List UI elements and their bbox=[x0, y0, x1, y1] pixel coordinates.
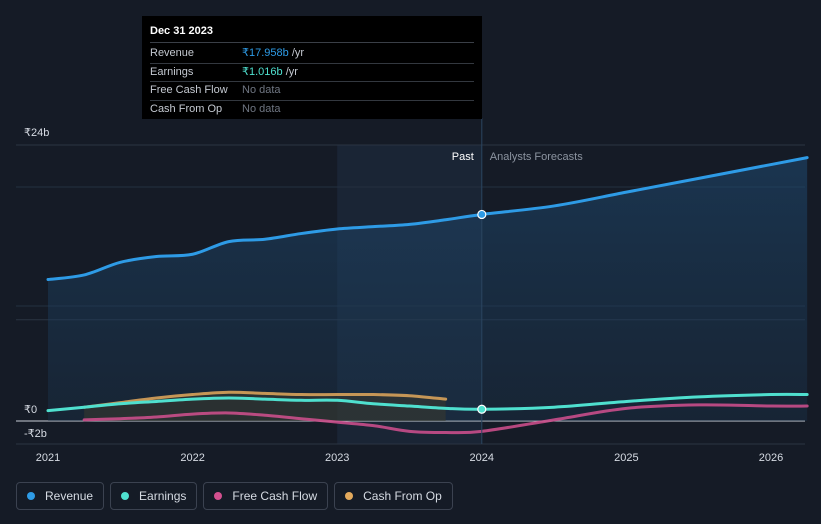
tooltip-label: Earnings bbox=[150, 65, 194, 78]
free-cash-flow-line bbox=[82, 403, 809, 435]
tooltip-date: Dec 31 2023 bbox=[150, 24, 474, 43]
legend-label: Free Cash Flow bbox=[232, 489, 318, 503]
data-tooltip: Dec 31 2023 Revenue ₹17.958b /yr Earning… bbox=[142, 16, 482, 119]
revenue-marker[interactable] bbox=[477, 209, 487, 220]
cash-from-op-dot-icon bbox=[345, 492, 354, 500]
chart-legend: Revenue Earnings Free Cash Flow Cash Fro… bbox=[16, 482, 453, 510]
earnings-line bbox=[46, 392, 809, 413]
tooltip-value: No data bbox=[242, 102, 281, 115]
x-tick-label: 2025 bbox=[614, 452, 638, 464]
x-tick-label: 2024 bbox=[470, 452, 494, 464]
y-tick-label: ₹24b bbox=[24, 127, 49, 139]
x-tick-label: 2023 bbox=[325, 452, 349, 464]
y-tick-label: -₹2b bbox=[24, 428, 47, 440]
tooltip-row-revenue: Revenue ₹17.958b /yr bbox=[150, 45, 474, 64]
x-tick-label: 2021 bbox=[36, 452, 60, 464]
revenue-area bbox=[48, 157, 808, 421]
legend-item-revenue[interactable]: Revenue bbox=[16, 482, 105, 510]
tooltip-row-cash-from-op: Cash From Op No data bbox=[150, 101, 474, 119]
point-markers bbox=[477, 209, 487, 414]
forecast-label: Analysts Forecasts bbox=[490, 151, 583, 163]
cash-from-op-line bbox=[82, 390, 448, 409]
earnings-marker[interactable] bbox=[477, 404, 487, 414]
revenue-line bbox=[46, 156, 809, 282]
tooltip-label: Cash From Op bbox=[150, 102, 223, 115]
axis-labels: ₹24b ₹0 -₹2b 2021 2022 2023 2024 2025 2026 bbox=[24, 127, 783, 464]
past-label: Past bbox=[452, 151, 474, 163]
tooltip-value: ₹17.958b bbox=[242, 47, 289, 59]
tooltip-value: ₹1.016b bbox=[242, 65, 283, 78]
legend-label: Revenue bbox=[45, 489, 94, 503]
tooltip-row-free-cash-flow: Free Cash Flow No data bbox=[150, 82, 474, 101]
tooltip-label: Revenue bbox=[150, 47, 195, 59]
tooltip-label: Free Cash Flow bbox=[150, 84, 228, 96]
legend-item-cash-from-op[interactable]: Cash From Op bbox=[334, 482, 453, 510]
free-cash-flow-dot-icon bbox=[214, 492, 223, 500]
tooltip-unit: /yr bbox=[285, 65, 298, 78]
revenue-dot-icon bbox=[27, 492, 35, 500]
legend-item-free-cash-flow[interactable]: Free Cash Flow bbox=[203, 482, 329, 510]
tooltip-row-earnings: Earnings ₹1.016b /yr bbox=[150, 64, 474, 82]
legend-label: Earnings bbox=[139, 489, 187, 503]
legend-item-earnings[interactable]: Earnings bbox=[110, 482, 198, 510]
earnings-dot-icon bbox=[121, 492, 130, 500]
x-tick-label: 2022 bbox=[180, 452, 204, 464]
y-tick-label: ₹0 bbox=[24, 404, 37, 416]
series-lines bbox=[46, 156, 809, 435]
tooltip-unit: /yr bbox=[291, 47, 305, 59]
legend-label: Cash From Op bbox=[363, 489, 442, 503]
tooltip-value: No data bbox=[242, 84, 281, 96]
x-tick-label: 2026 bbox=[759, 452, 783, 464]
